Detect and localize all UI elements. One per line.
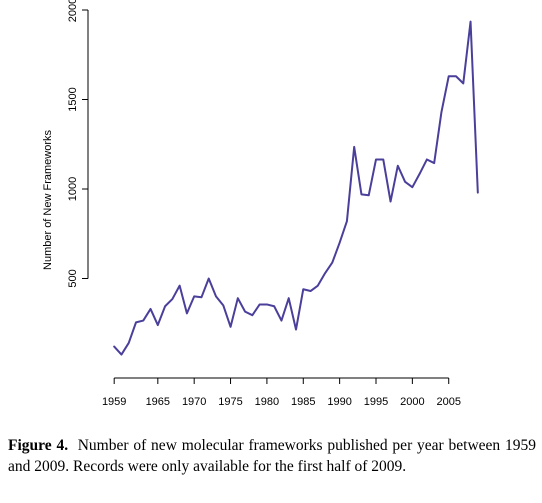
x-tick-label: 1975 bbox=[218, 396, 242, 408]
x-tick-label: 1965 bbox=[146, 396, 170, 408]
x-tick-label: 1959 bbox=[102, 396, 126, 408]
x-axis-ticks: 1959 1965 1970 1975 1980 1985 1990 1995 2000 2005 bbox=[102, 378, 461, 408]
y-tick-label: 1500 bbox=[67, 87, 79, 111]
line-chart: 1959 1965 1970 1975 1980 1985 1990 1995 2000 2005… bbox=[42, 0, 479, 408]
x-tick-label: 2000 bbox=[400, 396, 424, 408]
x-tick-label: 1980 bbox=[255, 396, 279, 408]
x-tick-label: 1995 bbox=[364, 396, 388, 408]
x-tick-label: 1990 bbox=[327, 396, 351, 408]
y-tick-label: 2000 bbox=[67, 0, 79, 22]
figure-caption: Figure 4. Number of new molecular framew… bbox=[8, 435, 536, 477]
figure-caption-label: Figure 4. bbox=[8, 437, 69, 454]
y-tick-label: 500 bbox=[67, 269, 79, 287]
x-tick-label: 2005 bbox=[436, 396, 460, 408]
y-axis-ticks: 500 1000 1500 2000 bbox=[67, 0, 88, 288]
series-line-new-frameworks bbox=[113, 20, 479, 356]
y-tick-label: 1000 bbox=[67, 177, 79, 201]
x-tick-label: 1985 bbox=[291, 396, 315, 408]
y-axis-title: Number of New Frameworks bbox=[42, 130, 54, 270]
x-tick-label: 1970 bbox=[182, 396, 206, 408]
figure-caption-text: Number of new molecular frameworks publi… bbox=[8, 437, 536, 475]
